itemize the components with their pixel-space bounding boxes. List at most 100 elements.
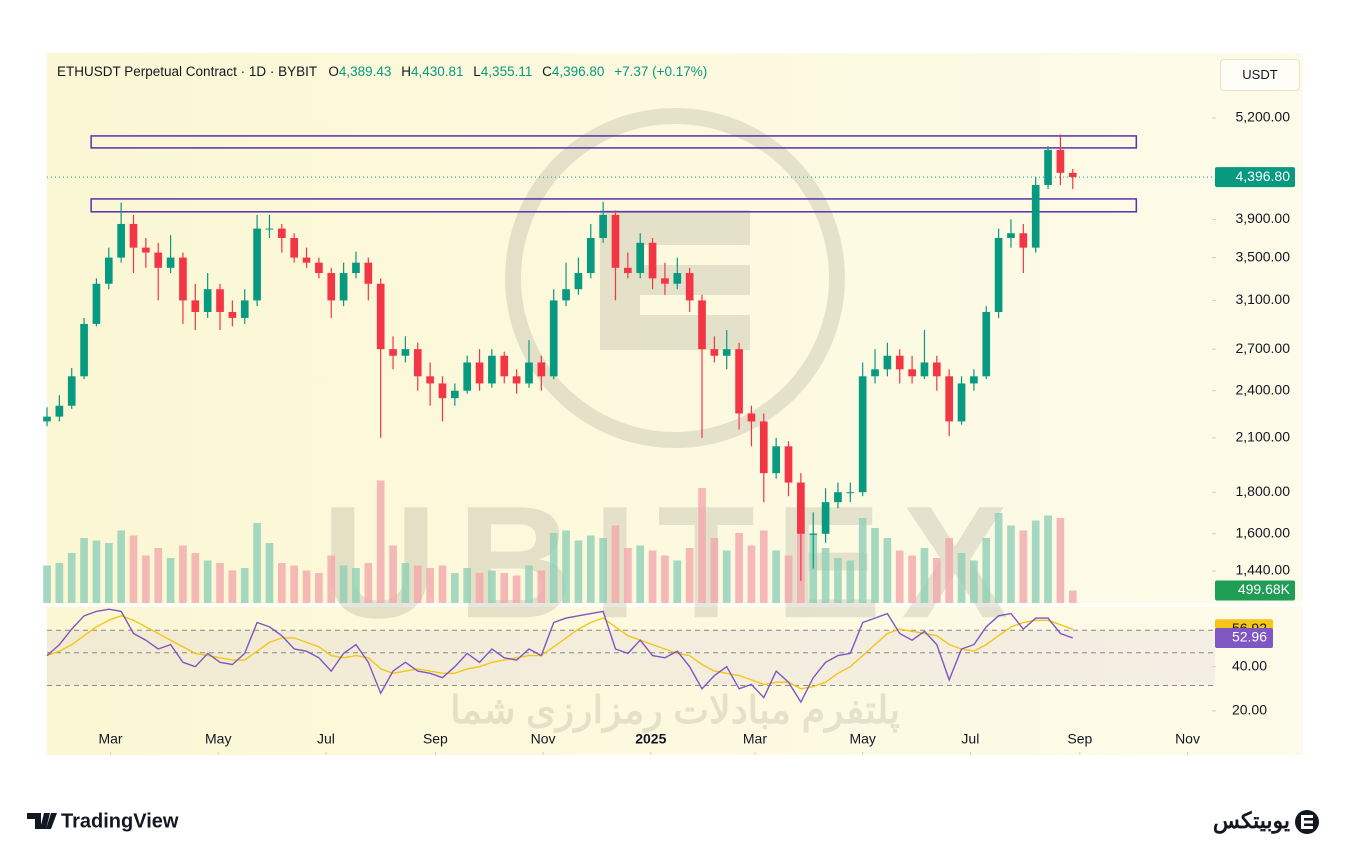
- candle-body: [908, 369, 916, 377]
- y-tick-label: 3,900.00: [1236, 210, 1291, 226]
- volume-bar: [537, 570, 546, 603]
- volume-bar: [43, 565, 51, 603]
- candle-body: [216, 289, 224, 312]
- volume-bar: [265, 543, 274, 603]
- volume-bar: [784, 555, 793, 603]
- volume-bar: [586, 535, 595, 603]
- candle-body: [871, 369, 879, 377]
- volume-bar: [154, 548, 163, 603]
- volume-bar: [661, 555, 669, 603]
- volume-bar: [327, 555, 336, 603]
- footer: TradingView یوبیتکس: [27, 808, 1319, 834]
- volume-bar: [203, 560, 212, 603]
- pane-separator: [47, 603, 1303, 607]
- volume-bar: [475, 573, 484, 603]
- volume-bar: [858, 518, 867, 603]
- candle-body: [932, 362, 941, 377]
- candle-body: [80, 323, 88, 377]
- volume-bar: [846, 560, 855, 603]
- rsi-tick-label: 40.00: [1232, 657, 1267, 673]
- candle-body: [512, 376, 521, 384]
- volume-bar: [364, 563, 373, 603]
- volume-bar: [104, 543, 113, 603]
- volume-bar: [438, 565, 447, 603]
- candle-body: [413, 349, 422, 377]
- candle-body: [67, 376, 76, 406]
- volume-bar: [389, 545, 397, 603]
- candle-body: [277, 228, 286, 238]
- volume-bar: [871, 528, 879, 603]
- candle-body: [525, 362, 533, 384]
- candle-body: [537, 362, 546, 377]
- candle-body: [389, 349, 397, 356]
- volume-bar: [191, 553, 200, 603]
- volume-bar: [970, 560, 978, 603]
- legend-key: C: [542, 64, 552, 79]
- candle-body: [1007, 233, 1015, 238]
- x-tick-label: Mar: [743, 731, 767, 747]
- volume-bar: [92, 540, 101, 603]
- candle-body: [797, 482, 805, 534]
- footer-left: TradingView: [61, 810, 179, 832]
- candle-body: [586, 237, 595, 274]
- volume-bar: [525, 565, 533, 603]
- legend-value: 4,430.81: [410, 64, 464, 79]
- y-tick-label: 1,800.00: [1236, 483, 1291, 499]
- last-price-badge: [1215, 167, 1295, 188]
- x-tick-label: 2025: [635, 731, 666, 747]
- volume-bar: [512, 575, 521, 603]
- volume-bar: [1031, 520, 1040, 603]
- y-tick-label: 2,400.00: [1236, 381, 1291, 397]
- candle-body: [475, 362, 484, 384]
- volume-bar: [376, 480, 385, 603]
- volume-bar: [302, 570, 311, 603]
- candle-body: [240, 300, 249, 318]
- volume-bar: [685, 548, 694, 603]
- volume-bar: [735, 533, 743, 603]
- rsi-line: [46, 608, 1074, 704]
- volume-bar: [982, 538, 991, 603]
- candle-body: [648, 242, 657, 279]
- volume-bar: [339, 565, 348, 603]
- volume-bar: [932, 558, 941, 603]
- candle-body: [253, 228, 261, 301]
- volume-bar: [117, 530, 125, 603]
- volume-bar: [1068, 590, 1077, 603]
- candle-body: [426, 376, 434, 384]
- legend: ETHUSDT Perpetual Contract · 1D · BYBIT …: [57, 64, 713, 79]
- candle-body: [55, 405, 64, 417]
- candle-body: [784, 446, 793, 483]
- volume-bar: [834, 558, 842, 603]
- candle-body: [463, 362, 472, 391]
- currency-button[interactable]: USDT: [1220, 59, 1300, 91]
- x-tick-label: Jul: [317, 731, 335, 747]
- watermark-ring: [505, 108, 845, 448]
- candle-body: [611, 214, 620, 268]
- candle-body: [772, 446, 780, 474]
- candle-body: [710, 349, 719, 356]
- candle-body: [154, 252, 163, 268]
- x-tick-label: Nov: [531, 731, 556, 747]
- candle-body: [994, 237, 1003, 312]
- candle-body: [451, 390, 459, 399]
- candle-body: [376, 283, 385, 350]
- volume-bar: [67, 553, 76, 603]
- candle-body: [970, 376, 978, 384]
- candle-body: [179, 257, 187, 301]
- rsi-badge: [1215, 628, 1273, 649]
- volume-bar: [994, 513, 1003, 603]
- candle-body: [203, 289, 212, 312]
- candle-body: [562, 289, 570, 301]
- volume-bar: [179, 545, 187, 603]
- candle-body: [104, 257, 113, 284]
- candle-body: [438, 383, 447, 399]
- candle-body: [735, 349, 743, 414]
- candle-body: [142, 247, 150, 253]
- volume-bar: [216, 563, 224, 603]
- volume-bar: [1019, 530, 1028, 603]
- volume-bar: [315, 573, 323, 603]
- candle-body: [673, 273, 682, 284]
- x-tick-label: Nov: [1175, 731, 1200, 747]
